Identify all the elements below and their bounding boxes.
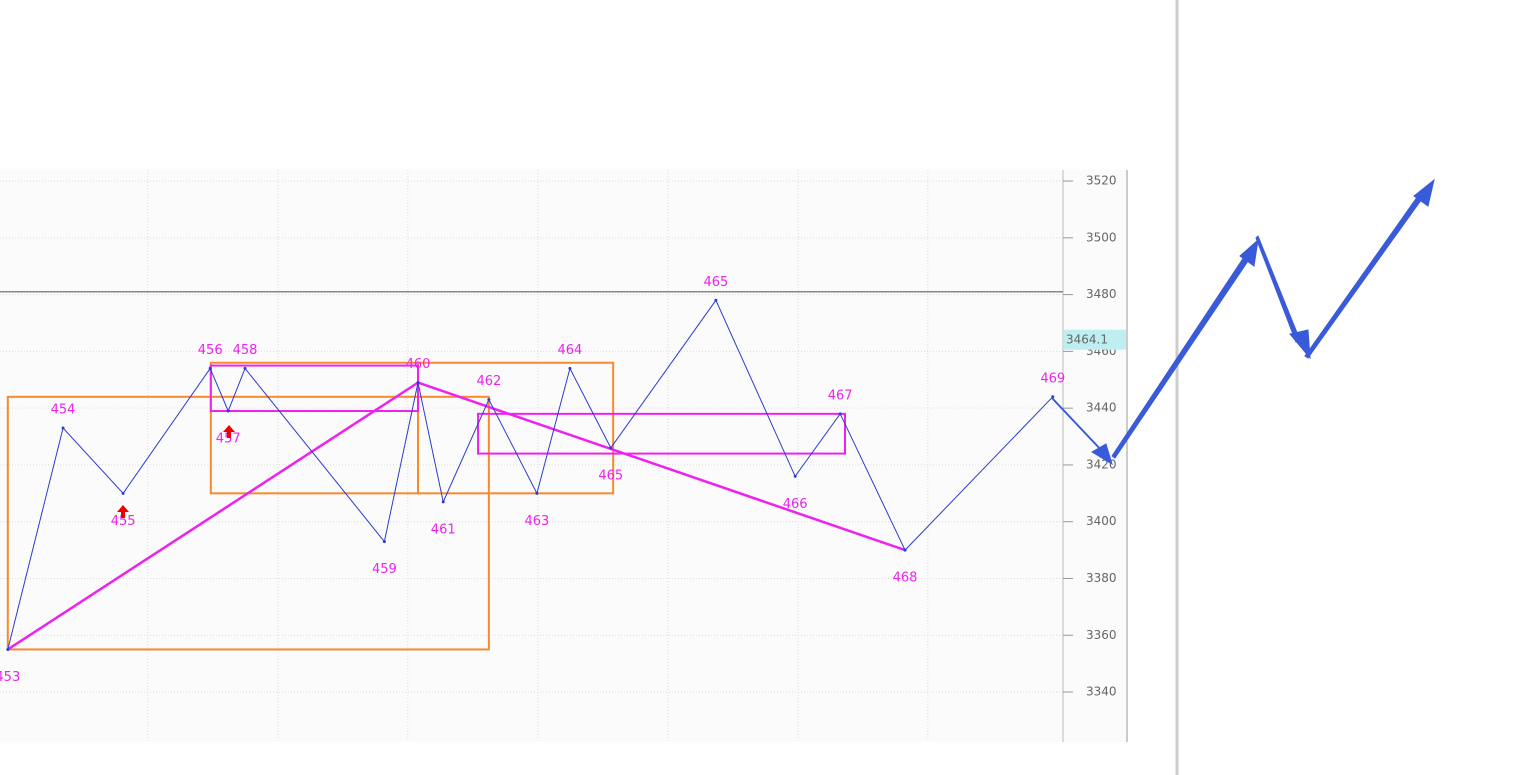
pivot-point bbox=[535, 491, 539, 495]
pivot-point bbox=[226, 409, 230, 413]
y-tick-label: 3500 bbox=[1086, 230, 1117, 244]
y-tick-label: 3480 bbox=[1086, 287, 1117, 301]
pivot-label: 467 bbox=[828, 388, 853, 403]
pivot-label: 461 bbox=[431, 522, 456, 537]
range-box bbox=[416, 361, 615, 495]
plot-background bbox=[0, 170, 1127, 742]
pivot-label: 463 bbox=[524, 514, 549, 529]
range-box bbox=[209, 364, 419, 413]
pivot-point bbox=[243, 366, 247, 370]
arrow-head bbox=[1091, 443, 1113, 466]
pivot-label: 460 bbox=[406, 357, 431, 372]
arrow-head bbox=[1289, 329, 1311, 360]
pivot-point bbox=[903, 548, 907, 552]
trend-line bbox=[7, 381, 419, 651]
layer: 3340336033803400342034403460348035003520… bbox=[0, 170, 1126, 740]
pivot-label: 454 bbox=[51, 403, 76, 418]
y-tick-label: 3340 bbox=[1086, 685, 1117, 699]
pivot-label: 457 bbox=[216, 432, 241, 447]
pivot-point bbox=[1051, 395, 1055, 399]
pivot-label: 459 bbox=[372, 562, 397, 577]
decorative-arrows bbox=[1051, 178, 1435, 466]
pivot-label: 465 bbox=[703, 275, 728, 290]
pivot-point bbox=[568, 366, 572, 370]
y-tick-label: 3440 bbox=[1086, 401, 1117, 415]
pivot-point bbox=[714, 298, 718, 302]
arrow-shaft bbox=[1111, 253, 1251, 459]
range-box bbox=[6, 395, 490, 651]
pivot-label: 466 bbox=[783, 497, 808, 512]
pivot-point bbox=[441, 500, 445, 504]
signal-arrow bbox=[117, 505, 129, 518]
pivot-label: 464 bbox=[558, 343, 583, 358]
pivot-label: 453 bbox=[0, 670, 20, 685]
pivot-label: 469 bbox=[1040, 371, 1065, 386]
signal-arrow bbox=[223, 425, 235, 438]
pivot-point bbox=[208, 366, 212, 370]
arrow-head bbox=[1413, 178, 1435, 207]
y-tick-label: 3520 bbox=[1086, 174, 1117, 188]
pivot-point bbox=[416, 381, 420, 385]
y-tick-label: 3360 bbox=[1086, 628, 1117, 642]
arrow-head bbox=[1239, 238, 1259, 267]
arrow-shaft bbox=[1304, 192, 1425, 359]
pivot-point bbox=[6, 647, 10, 651]
pivot-label: 456 bbox=[198, 343, 223, 358]
y-tick-label: 3380 bbox=[1086, 571, 1117, 585]
range-box bbox=[477, 412, 846, 455]
pivot-point bbox=[609, 446, 613, 450]
pivot-label: 465 bbox=[598, 468, 623, 483]
pivot-point bbox=[793, 474, 797, 478]
pivot-point bbox=[838, 412, 842, 416]
pivot-point bbox=[61, 426, 65, 430]
y-tick-label: 3400 bbox=[1086, 514, 1117, 528]
zigzag-line bbox=[7, 299, 1054, 650]
pivot-label: 468 bbox=[893, 571, 918, 586]
arrow-shaft bbox=[1255, 235, 1301, 343]
pivot-point bbox=[121, 491, 125, 495]
pivot-label: 455 bbox=[111, 514, 136, 529]
pivot-point bbox=[382, 540, 386, 544]
pivot-label: 458 bbox=[233, 343, 258, 358]
signal-arrows bbox=[117, 425, 235, 518]
last-price-tag bbox=[1064, 329, 1126, 350]
trend-line bbox=[417, 381, 906, 552]
arrow-line bbox=[1051, 397, 1104, 453]
pivot-point bbox=[487, 398, 491, 402]
last-price-label: 3464.1 bbox=[1066, 332, 1108, 346]
pivot-label: 462 bbox=[476, 374, 501, 389]
